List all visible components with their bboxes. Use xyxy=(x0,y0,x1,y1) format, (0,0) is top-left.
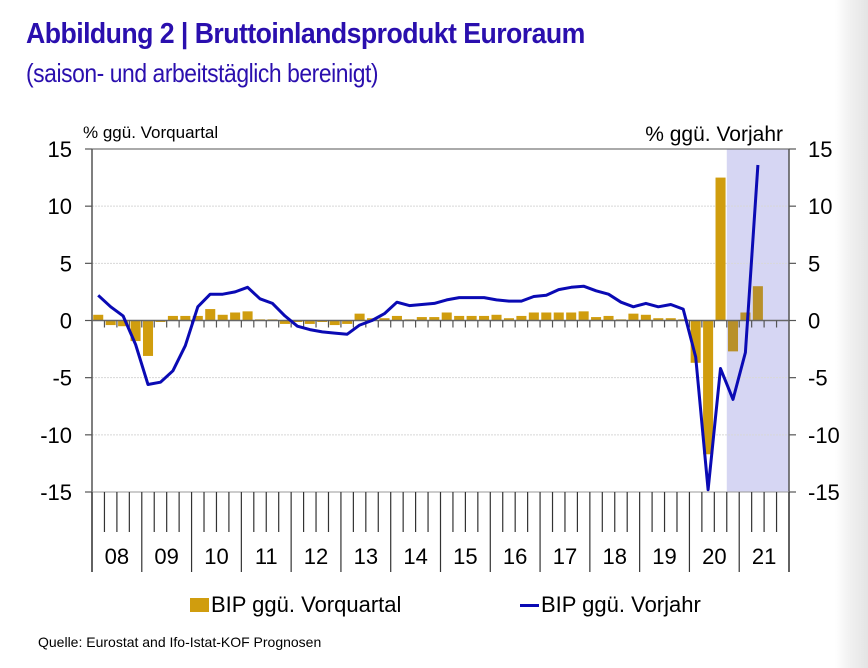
right-ytick-label: -5 xyxy=(808,366,828,391)
bar-vorquartal xyxy=(304,320,315,324)
bar-vorquartal xyxy=(354,313,365,321)
bar-vorquartal xyxy=(591,317,602,321)
legend-item-line: BIP ggü. Vorjahr xyxy=(520,592,701,618)
bar-vorquartal xyxy=(690,320,701,363)
bar-vorquartal xyxy=(441,312,452,321)
year-label: 20 xyxy=(702,544,726,569)
line-vorjahr xyxy=(97,164,760,492)
right-ytick-label: 10 xyxy=(808,194,832,219)
left-ytick-label: 15 xyxy=(48,137,72,162)
bar-vorquartal xyxy=(342,320,353,324)
left-ytick-label: 0 xyxy=(60,309,72,334)
bar-vorquartal xyxy=(192,315,203,321)
right-axis-title: % ggü. Vorjahr xyxy=(645,123,783,146)
year-label: 18 xyxy=(603,544,627,569)
right-ytick-label: 0 xyxy=(808,309,820,334)
bar-vorquartal xyxy=(242,311,253,321)
bar-vorquartal xyxy=(379,318,390,321)
bar-vorquartal xyxy=(416,317,427,321)
year-label: 14 xyxy=(403,544,427,569)
bar-vorquartal xyxy=(516,315,527,321)
legend-bar-swatch xyxy=(190,598,209,612)
bar-vorquartal xyxy=(205,309,216,321)
bar-vorquartal xyxy=(628,313,639,321)
bar-vorquartal xyxy=(566,312,577,321)
bar-vorquartal xyxy=(491,314,502,321)
bar-vorquartal xyxy=(528,312,539,321)
bar-vorquartal xyxy=(727,320,739,352)
bar-vorquartal xyxy=(752,286,763,321)
year-label: 13 xyxy=(354,544,378,569)
right-ytick-label: 5 xyxy=(808,251,820,276)
bar-vorquartal xyxy=(217,314,228,321)
legend-line-swatch xyxy=(520,603,539,607)
year-label: 17 xyxy=(553,544,577,569)
bar-vorquartal xyxy=(603,315,614,321)
year-label: 19 xyxy=(652,544,676,569)
bar-vorquartal xyxy=(503,318,514,321)
legend-bar-label: BIP ggü. Vorquartal xyxy=(211,592,402,617)
legend-line-label: BIP ggü. Vorjahr xyxy=(541,592,701,617)
legend-item-bars: BIP ggü. Vorquartal xyxy=(190,592,401,618)
left-ytick-label: -15 xyxy=(40,480,72,505)
left-ytick-label: 10 xyxy=(48,194,72,219)
bar-vorquartal xyxy=(466,315,477,321)
left-axis-title: % ggü. Vorquartal xyxy=(83,123,218,142)
year-label: 12 xyxy=(304,544,328,569)
year-label: 21 xyxy=(752,544,776,569)
chart-subtitle: (saison- und arbeitstäglich bereinigt) xyxy=(26,58,379,88)
bar-vorquartal xyxy=(578,311,589,321)
bar-vorquartal xyxy=(105,320,116,326)
bar-vorquartal xyxy=(391,315,402,321)
bar-vorquartal xyxy=(640,314,651,321)
bar-vorquartal xyxy=(167,315,178,321)
year-label: 15 xyxy=(453,544,477,569)
right-ytick-label: -10 xyxy=(808,423,840,448)
bar-vorquartal xyxy=(740,312,751,321)
bar-vorquartal xyxy=(715,177,726,321)
year-label: 09 xyxy=(154,544,178,569)
bar-vorquartal xyxy=(553,312,564,321)
left-ytick-label: 5 xyxy=(60,251,72,276)
left-ytick-label: -5 xyxy=(52,366,72,391)
bar-vorquartal xyxy=(479,315,490,321)
year-label: 08 xyxy=(105,544,129,569)
bar-vorquartal xyxy=(454,315,465,321)
bar-vorquartal xyxy=(329,320,340,326)
bar-vorquartal xyxy=(279,320,290,324)
bar-vorquartal xyxy=(653,318,664,321)
bar-vorquartal xyxy=(665,318,676,321)
bar-vorquartal xyxy=(142,320,154,356)
bar-vorquartal xyxy=(130,320,141,342)
left-ytick-label: -10 xyxy=(40,423,72,448)
chart-title: Abbildung 2 | Bruttoinlandsprodukt Euror… xyxy=(26,18,585,50)
bar-vorquartal xyxy=(118,320,129,327)
right-ytick-label: -15 xyxy=(808,480,840,505)
year-label: 10 xyxy=(204,544,228,569)
bar-vorquartal xyxy=(429,317,440,321)
bar-vorquartal xyxy=(541,312,552,321)
bar-vorquartal xyxy=(180,315,191,321)
source-note: Quelle: Eurostat and Ifo-Istat-KOF Progn… xyxy=(38,634,322,650)
bar-vorquartal xyxy=(93,314,104,321)
year-label: 16 xyxy=(503,544,527,569)
bar-vorquartal xyxy=(230,312,241,321)
year-label: 11 xyxy=(255,544,278,569)
bar-vorquartal xyxy=(703,320,714,455)
right-ytick-label: 15 xyxy=(808,137,832,162)
